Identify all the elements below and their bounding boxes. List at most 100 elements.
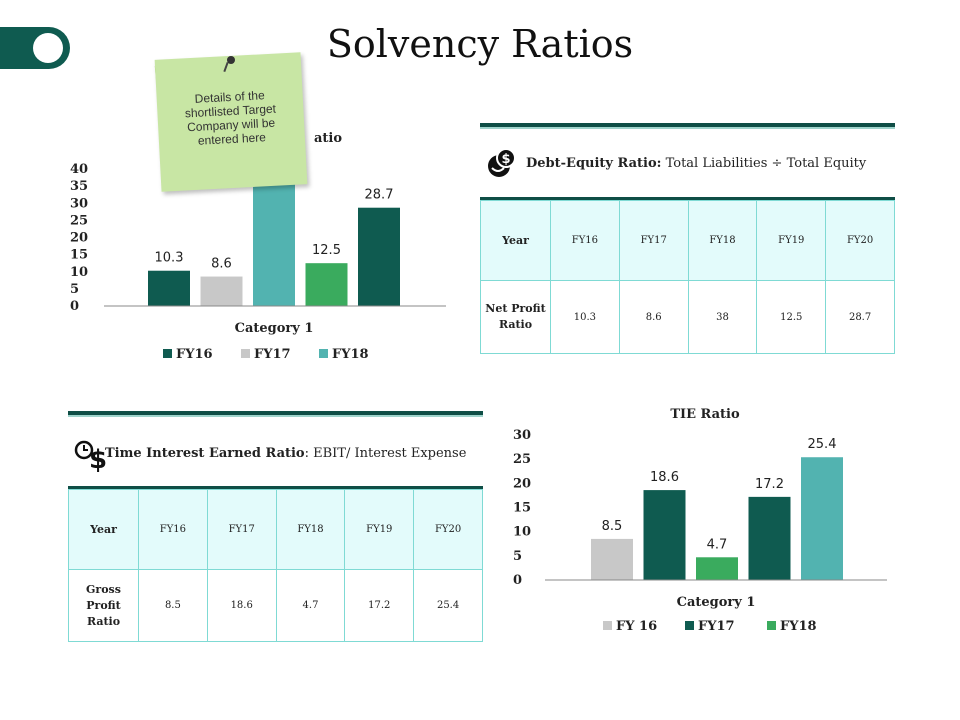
legend-label: FY16 [176, 347, 213, 362]
bar-fy19 [748, 496, 791, 580]
y-tick-label: 0 [70, 299, 79, 314]
bar-fy20 [358, 207, 400, 306]
y-tick-label: 15 [70, 248, 88, 263]
bar-fy19 [305, 263, 348, 306]
y-tick-label: 20 [70, 231, 88, 246]
legend-swatch [603, 621, 612, 630]
table-row: Gross Profit Ratio 8.5 18.6 4.7 17.2 25.… [68, 569, 483, 642]
data-label: 10.3 [155, 251, 184, 266]
tie-table-rule [68, 486, 483, 489]
table-cell: 12.5 [756, 280, 827, 354]
table-cell: 17.2 [344, 569, 415, 642]
net-profit-chart-title: atio [314, 131, 342, 146]
table-cell: 4.7 [275, 569, 346, 642]
debt-equity-top-rule [480, 123, 895, 127]
tie-chart-title: TIE Ratio [670, 407, 740, 422]
bar-fy18 [696, 557, 738, 580]
table-cell: Net Profit Ratio [480, 280, 551, 354]
table-cell: FY17 [618, 200, 689, 281]
table-cell: 18.6 [206, 569, 277, 642]
table-cell: 28.7 [825, 280, 895, 354]
y-tick-label: 25 [70, 213, 88, 228]
tie-chart: TIE Ratio 0 5 10 15 20 25 30 8.5 18.6 4.7 17.2 25.… [513, 407, 887, 634]
legend-label: FY 16 [616, 619, 657, 634]
debt-equity-heading-formula: Total Liabilities ÷ Total Equity [661, 156, 867, 171]
y-tick-label: 5 [70, 282, 79, 297]
bar-fy17 [200, 276, 243, 306]
legend-swatch [685, 621, 694, 630]
clock-dollar-icon: $ [73, 438, 109, 472]
sticky-note-text: Details of the shortlisted Target Compan… [184, 88, 277, 148]
y-tick-label: 30 [70, 196, 88, 211]
y-tick-label: 15 [513, 501, 531, 516]
table-cell: FY17 [206, 489, 277, 570]
tie-heading-formula: : EBIT/ Interest Expense [304, 446, 467, 461]
y-tick-label: 20 [513, 476, 531, 491]
table-header-row: Year FY16 FY17 FY18 FY19 FY20 [480, 200, 895, 281]
bar-fy18 [253, 175, 295, 306]
table-cell: FY16 [550, 200, 620, 281]
tie-heading: Time Interest Earned Ratio: EBIT/ Intere… [105, 446, 466, 461]
legend-label: FY17 [254, 347, 291, 362]
legend-swatch [241, 349, 250, 358]
svg-text:$: $ [89, 445, 107, 472]
table-cell: 10.3 [550, 280, 620, 354]
data-label: 18.6 [650, 470, 679, 485]
y-tick-label: 10 [513, 525, 531, 540]
table-cell: FY19 [756, 200, 827, 281]
y-tick-label: 0 [513, 573, 522, 588]
page-title: Solvency Ratios [326, 22, 634, 66]
table-header-row: Year FY16 FY17 FY18 FY19 FY20 [68, 489, 483, 570]
tie-table: Year FY16 FY17 FY18 FY19 FY20 Gross Prof… [68, 489, 483, 642]
legend-swatch [767, 621, 776, 630]
data-label: 8.5 [602, 519, 623, 534]
table-cell: FY20 [413, 489, 483, 570]
data-label: 28.7 [365, 188, 394, 203]
y-tick-label: 5 [513, 549, 522, 564]
legend-label: FY18 [780, 619, 817, 634]
bar-fy20 [801, 457, 843, 580]
bar-fy16 [148, 270, 190, 306]
legend-label: FY18 [332, 347, 369, 362]
data-label: 17.2 [755, 477, 784, 492]
data-label: 25.4 [808, 437, 837, 452]
debt-equity-table: Year FY16 FY17 FY18 FY19 FY20 Net Profit… [480, 200, 895, 354]
net-profit-category-label: Category 1 [235, 321, 314, 336]
bar-fy17 [643, 490, 686, 580]
table-cell: 38 [687, 280, 758, 354]
table-cell: 25.4 [413, 569, 483, 642]
toggle-knob [33, 33, 63, 63]
svg-text:$: $ [501, 152, 510, 167]
bar-fy16 [591, 538, 633, 580]
table-row: Net Profit Ratio 10.3 8.6 38 12.5 28.7 [480, 280, 895, 354]
y-tick-label: 30 [513, 428, 531, 443]
table-cell: FY18 [275, 489, 346, 570]
table-cell: Year [480, 200, 551, 281]
y-tick-label: 25 [513, 452, 531, 467]
data-label: 12.5 [312, 243, 341, 258]
table-cell: FY20 [825, 200, 895, 281]
pushpin-icon [227, 56, 235, 64]
y-tick-label: 40 [70, 162, 88, 177]
toggle-decoration [0, 27, 70, 69]
y-tick-label: 35 [70, 179, 88, 194]
tie-top-rule [68, 411, 483, 415]
table-cell: Year [68, 489, 139, 570]
legend-label: FY17 [698, 619, 735, 634]
sticky-note: Details of the shortlisted Target Compan… [154, 52, 308, 192]
tie-heading-label: Time Interest Earned Ratio [105, 446, 305, 461]
table-cell: 8.6 [618, 280, 689, 354]
table-cell: FY16 [138, 489, 208, 570]
debt-equity-heading-label: Debt-Equity Ratio: [526, 156, 662, 171]
table-cell: 8.5 [138, 569, 208, 642]
debt-equity-heading: Debt-Equity Ratio: Total Liabilities ÷ T… [526, 156, 866, 171]
debt-equity-table-rule [480, 197, 895, 200]
debt-money-icon: $ [484, 146, 518, 180]
table-cell: FY18 [687, 200, 758, 281]
table-cell: Gross Profit Ratio [68, 569, 139, 642]
table-cell: FY19 [344, 489, 415, 570]
net-profit-chart: atio 0 5 10 15 20 25 30 35 40 10.3 8.6 12.5 28.7 Ca… [70, 131, 446, 362]
data-label: 4.7 [707, 537, 728, 552]
y-tick-label: 10 [70, 265, 88, 280]
legend-swatch [319, 349, 328, 358]
